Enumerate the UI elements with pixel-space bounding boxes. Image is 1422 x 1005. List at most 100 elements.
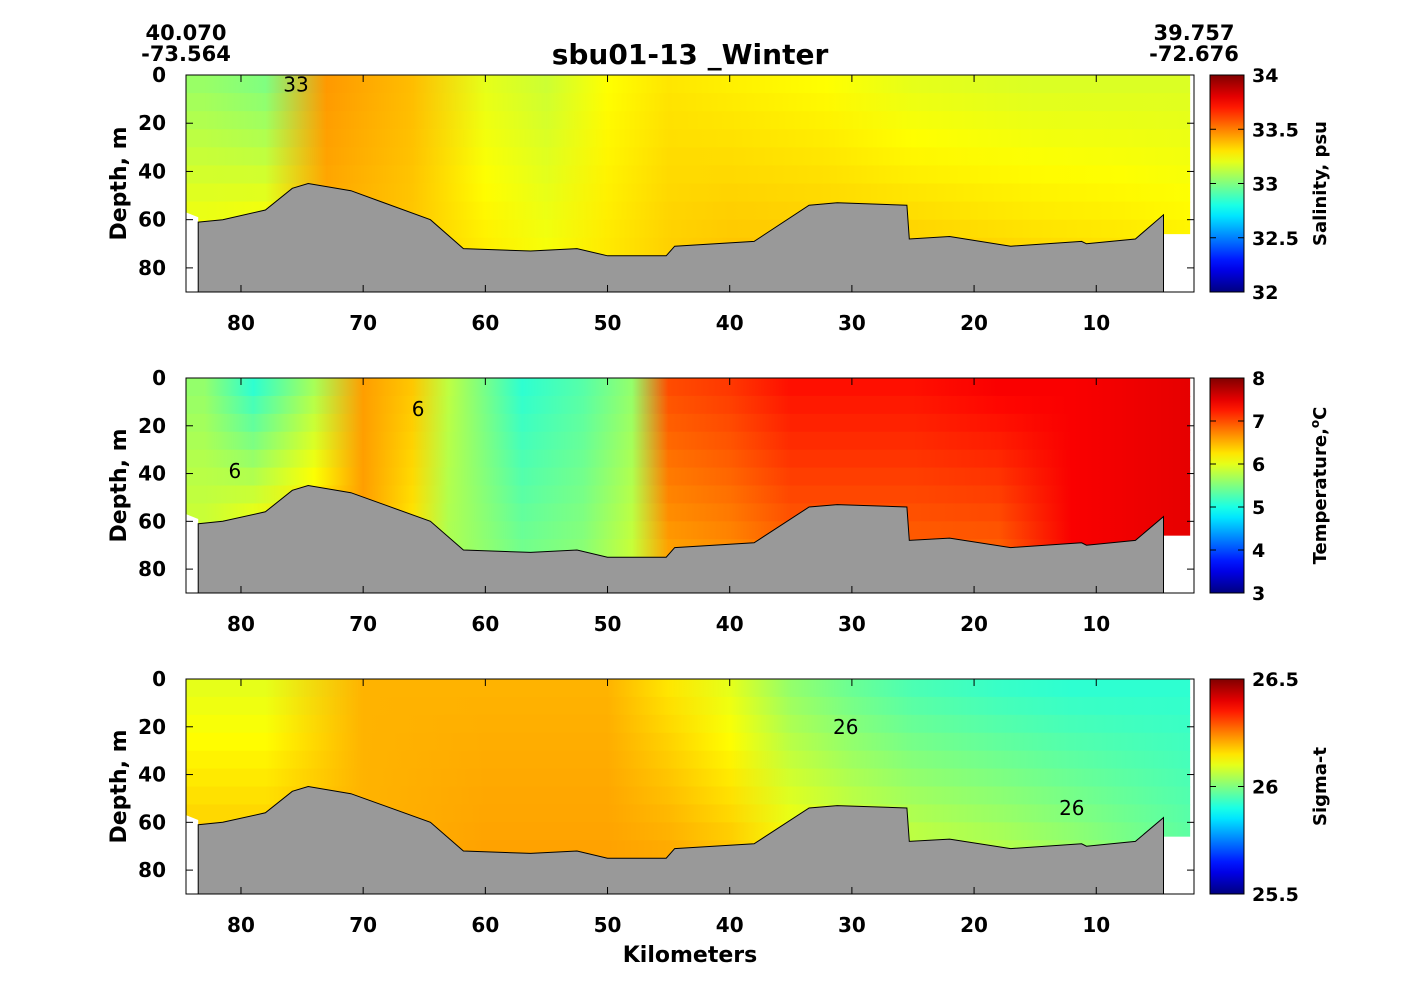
field-band xyxy=(186,467,1191,487)
x-tick-label: 70 xyxy=(349,913,377,937)
blank-region xyxy=(1163,535,1194,593)
blank-region xyxy=(1163,234,1194,292)
blank-region xyxy=(186,212,199,292)
colorbar-tick-label: 32 xyxy=(1252,282,1278,304)
field-band xyxy=(186,129,1191,149)
field-band xyxy=(186,413,1191,433)
colorbar-tick-label: 5 xyxy=(1252,497,1265,519)
blank-region xyxy=(1190,378,1194,593)
colorbar-tick-label: 6 xyxy=(1252,454,1265,476)
bathymetry-seafloor xyxy=(197,785,1164,895)
field-band xyxy=(186,449,1191,469)
x-tick-label: 70 xyxy=(349,311,377,335)
field-band xyxy=(186,750,1191,770)
start-lon: -73.564 xyxy=(141,42,231,66)
y-tick-label: 40 xyxy=(138,462,166,486)
y-tick-label: 80 xyxy=(138,858,166,882)
y-tick-label: 60 xyxy=(138,509,166,533)
x-tick-label: 60 xyxy=(471,913,499,937)
contour-label: 6 xyxy=(412,397,425,421)
degree-symbol: o xyxy=(1308,420,1322,428)
field-band xyxy=(186,147,1191,167)
x-tick-label: 40 xyxy=(716,913,744,937)
end-lat: 39.757 xyxy=(1153,21,1234,45)
field-band xyxy=(186,395,1191,415)
y-tick-label: 60 xyxy=(138,810,166,834)
start-lat: 40.070 xyxy=(145,21,226,45)
axes-frame xyxy=(185,377,1195,594)
blank-region xyxy=(1190,75,1194,292)
y-tick-label: 80 xyxy=(138,557,166,581)
x-tick-label: 40 xyxy=(716,612,744,636)
y-tick-label: 0 xyxy=(152,63,166,87)
x-tick-label: 50 xyxy=(594,612,622,636)
y-tick-label: 60 xyxy=(138,208,166,232)
y-axis-label: Depth, m xyxy=(107,729,132,843)
x-tick-label: 40 xyxy=(716,311,744,335)
x-tick-label: 20 xyxy=(960,913,988,937)
field-band xyxy=(186,183,1191,203)
colorbar-tick-label: 4 xyxy=(1252,540,1265,562)
x-tick-label: 10 xyxy=(1082,612,1110,636)
x-tick-label: 60 xyxy=(471,311,499,335)
blank-region xyxy=(186,815,199,894)
x-axis-label: Kilometers xyxy=(623,943,757,968)
contour-label: 6 xyxy=(229,459,242,483)
field-band xyxy=(186,165,1191,185)
field-band xyxy=(186,485,1191,505)
colorbar-tick-label: 8 xyxy=(1252,368,1265,390)
field-band xyxy=(186,714,1191,734)
x-tick-label: 80 xyxy=(227,612,255,636)
field-band xyxy=(186,111,1191,131)
y-tick-label: 0 xyxy=(152,667,166,691)
x-tick-label: 30 xyxy=(838,913,866,937)
colorbar-tick-label: 3 xyxy=(1252,583,1265,605)
colorbar-tick-label: 34 xyxy=(1252,65,1278,87)
x-tick-label: 80 xyxy=(227,913,255,937)
contour-label: 26 xyxy=(833,715,858,739)
contour-label: 26 xyxy=(1059,796,1084,820)
field-band xyxy=(186,503,1191,523)
colorbar-tick-label: 32.5 xyxy=(1252,228,1299,250)
x-tick-label: 20 xyxy=(960,612,988,636)
colorbar-label: Temperature,oC xyxy=(1308,407,1331,565)
x-tick-label: 50 xyxy=(594,311,622,335)
colorbar-unit: C xyxy=(1310,407,1331,420)
axes-frame xyxy=(185,74,1195,293)
field-band xyxy=(186,679,1191,698)
colorbar xyxy=(1209,377,1245,594)
x-tick-label: 30 xyxy=(838,311,866,335)
colorbar-tick-label: 25.5 xyxy=(1252,884,1299,906)
colorbar-tick-label: 7 xyxy=(1252,411,1265,433)
field-band xyxy=(186,804,1191,824)
blank-region xyxy=(1190,679,1194,894)
field-band xyxy=(186,768,1191,788)
x-tick-label: 10 xyxy=(1082,913,1110,937)
x-tick-label: 30 xyxy=(838,612,866,636)
x-tick-label: 10 xyxy=(1082,311,1110,335)
bathymetry-seafloor xyxy=(197,484,1164,594)
y-axis-label: Depth, m xyxy=(107,126,132,240)
x-tick-label: 60 xyxy=(471,612,499,636)
y-tick-label: 20 xyxy=(138,715,166,739)
field-band xyxy=(186,696,1191,716)
axes-frame xyxy=(185,678,1195,895)
y-tick-label: 20 xyxy=(138,111,166,135)
bathymetry-seafloor xyxy=(197,182,1164,293)
x-tick-label: 70 xyxy=(349,612,377,636)
field-band xyxy=(186,786,1191,806)
y-tick-label: 20 xyxy=(138,414,166,438)
x-tick-label: 80 xyxy=(227,311,255,335)
colorbar-label: Salinity, psu xyxy=(1310,121,1331,246)
blank-region xyxy=(186,514,199,593)
y-tick-label: 0 xyxy=(152,366,166,390)
field-band xyxy=(186,431,1191,451)
colorbar-label: Sigma-t xyxy=(1310,747,1331,826)
y-tick-label: 80 xyxy=(138,256,166,280)
field-band xyxy=(186,75,1191,95)
